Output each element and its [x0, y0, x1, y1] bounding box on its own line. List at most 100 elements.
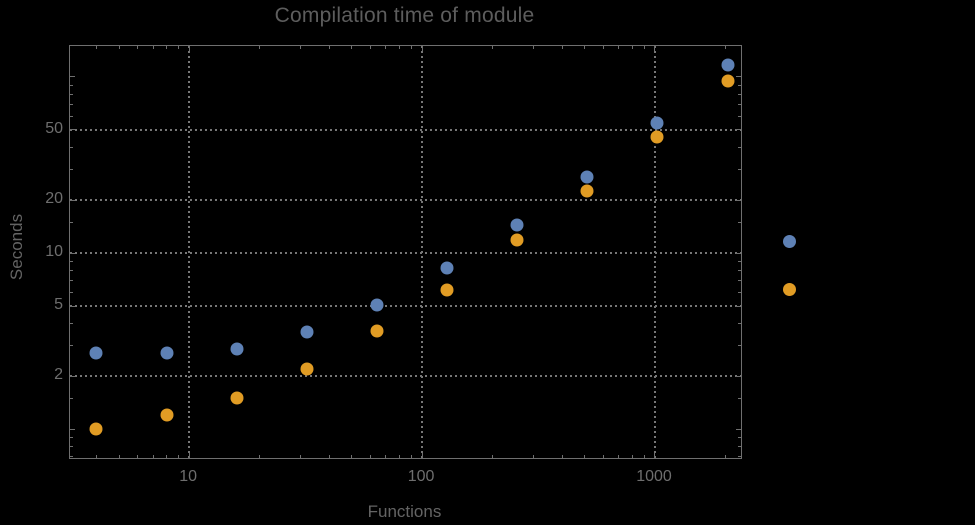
- y-major-gridline: [70, 375, 741, 378]
- y-tick: [70, 84, 73, 86]
- data-point-series-2: [160, 408, 174, 422]
- y-tick: [738, 291, 741, 293]
- x-tick: [532, 455, 534, 458]
- x-tick: [421, 453, 423, 458]
- x-tick-label: 1000: [636, 468, 672, 485]
- y-tick: [738, 260, 741, 262]
- x-tick: [152, 46, 154, 49]
- data-point-series-1: [440, 261, 454, 275]
- x-tick: [618, 46, 620, 49]
- x-tick: [643, 46, 645, 49]
- y-tick: [738, 344, 741, 346]
- y-major-gridline: [70, 199, 741, 202]
- data-point-series-1: [650, 116, 664, 130]
- x-tick: [118, 455, 120, 458]
- y-tick: [70, 269, 73, 271]
- data-point-series-2: [89, 422, 103, 436]
- y-major-gridline: [70, 252, 741, 255]
- data-point-series-2: [650, 130, 664, 144]
- x-tick: [385, 455, 387, 458]
- data-point-series-2: [370, 324, 384, 338]
- y-tick: [736, 428, 741, 430]
- y-tick: [736, 129, 741, 131]
- x-tick: [631, 46, 633, 49]
- x-tick: [491, 46, 493, 49]
- data-point-series-1: [300, 325, 314, 339]
- data-point-series-1: [580, 170, 594, 184]
- y-tick: [70, 428, 75, 430]
- y-tick-label: 50: [45, 119, 63, 137]
- x-tick: [724, 455, 726, 458]
- y-tick: [70, 115, 73, 117]
- x-tick: [532, 46, 534, 49]
- y-tick: [70, 221, 73, 223]
- y-tick: [70, 455, 73, 457]
- x-tick: [188, 46, 190, 51]
- y-tick: [70, 76, 75, 78]
- y-tick-label: 5: [54, 296, 63, 314]
- x-tick: [95, 46, 97, 49]
- data-point-series-2: [230, 391, 244, 405]
- data-point-series-1: [89, 346, 103, 360]
- y-tick: [738, 103, 741, 105]
- y-tick: [736, 199, 741, 201]
- x-tick: [561, 455, 563, 458]
- x-tick: [398, 455, 400, 458]
- x-major-gridline: [421, 46, 424, 458]
- y-tick: [738, 84, 741, 86]
- x-major-gridline: [653, 46, 656, 458]
- x-tick: [299, 46, 301, 49]
- x-tick: [351, 455, 353, 458]
- y-tick: [738, 115, 741, 117]
- y-tick: [738, 279, 741, 281]
- x-tick: [643, 455, 645, 458]
- y-tick: [736, 76, 741, 78]
- y-tick: [738, 397, 741, 399]
- x-tick: [136, 455, 138, 458]
- data-point-series-2: [580, 184, 594, 198]
- x-tick: [602, 455, 604, 458]
- x-tick: [299, 455, 301, 458]
- legend-marker-series-2: [783, 283, 796, 296]
- y-tick: [736, 375, 741, 377]
- y-tick: [70, 168, 73, 170]
- x-tick: [584, 455, 586, 458]
- x-tick: [618, 455, 620, 458]
- x-tick: [631, 455, 633, 458]
- x-tick: [369, 46, 371, 49]
- data-point-series-1: [230, 342, 244, 356]
- x-tick-label: 10: [179, 468, 198, 485]
- x-tick: [177, 46, 179, 49]
- data-point-series-1: [721, 58, 735, 72]
- x-tick: [584, 46, 586, 49]
- y-tick: [70, 445, 73, 447]
- y-tick: [738, 168, 741, 170]
- y-tick-label: 2: [54, 366, 63, 384]
- y-tick: [738, 445, 741, 447]
- y-tick: [738, 221, 741, 223]
- x-tick: [258, 455, 260, 458]
- chart-title: Compilation time of module: [274, 4, 535, 27]
- y-tick: [70, 305, 75, 307]
- y-tick: [70, 322, 73, 324]
- data-point-series-1: [510, 218, 524, 232]
- legend: [783, 235, 796, 331]
- y-major-gridline: [70, 305, 741, 308]
- x-major-gridline: [188, 46, 191, 458]
- y-tick: [70, 199, 75, 201]
- y-tick: [70, 344, 73, 346]
- y-tick: [70, 93, 73, 95]
- data-point-series-2: [510, 233, 524, 247]
- x-tick: [136, 46, 138, 49]
- x-tick: [328, 455, 330, 458]
- x-tick: [118, 46, 120, 49]
- x-tick: [410, 46, 412, 49]
- y-tick: [70, 375, 75, 377]
- x-tick: [152, 455, 154, 458]
- y-tick: [70, 129, 75, 131]
- x-axis-label: Functions: [367, 502, 442, 521]
- x-tick: [258, 46, 260, 49]
- y-tick: [70, 103, 73, 105]
- plot-area: [69, 45, 742, 459]
- data-point-series-2: [721, 74, 735, 88]
